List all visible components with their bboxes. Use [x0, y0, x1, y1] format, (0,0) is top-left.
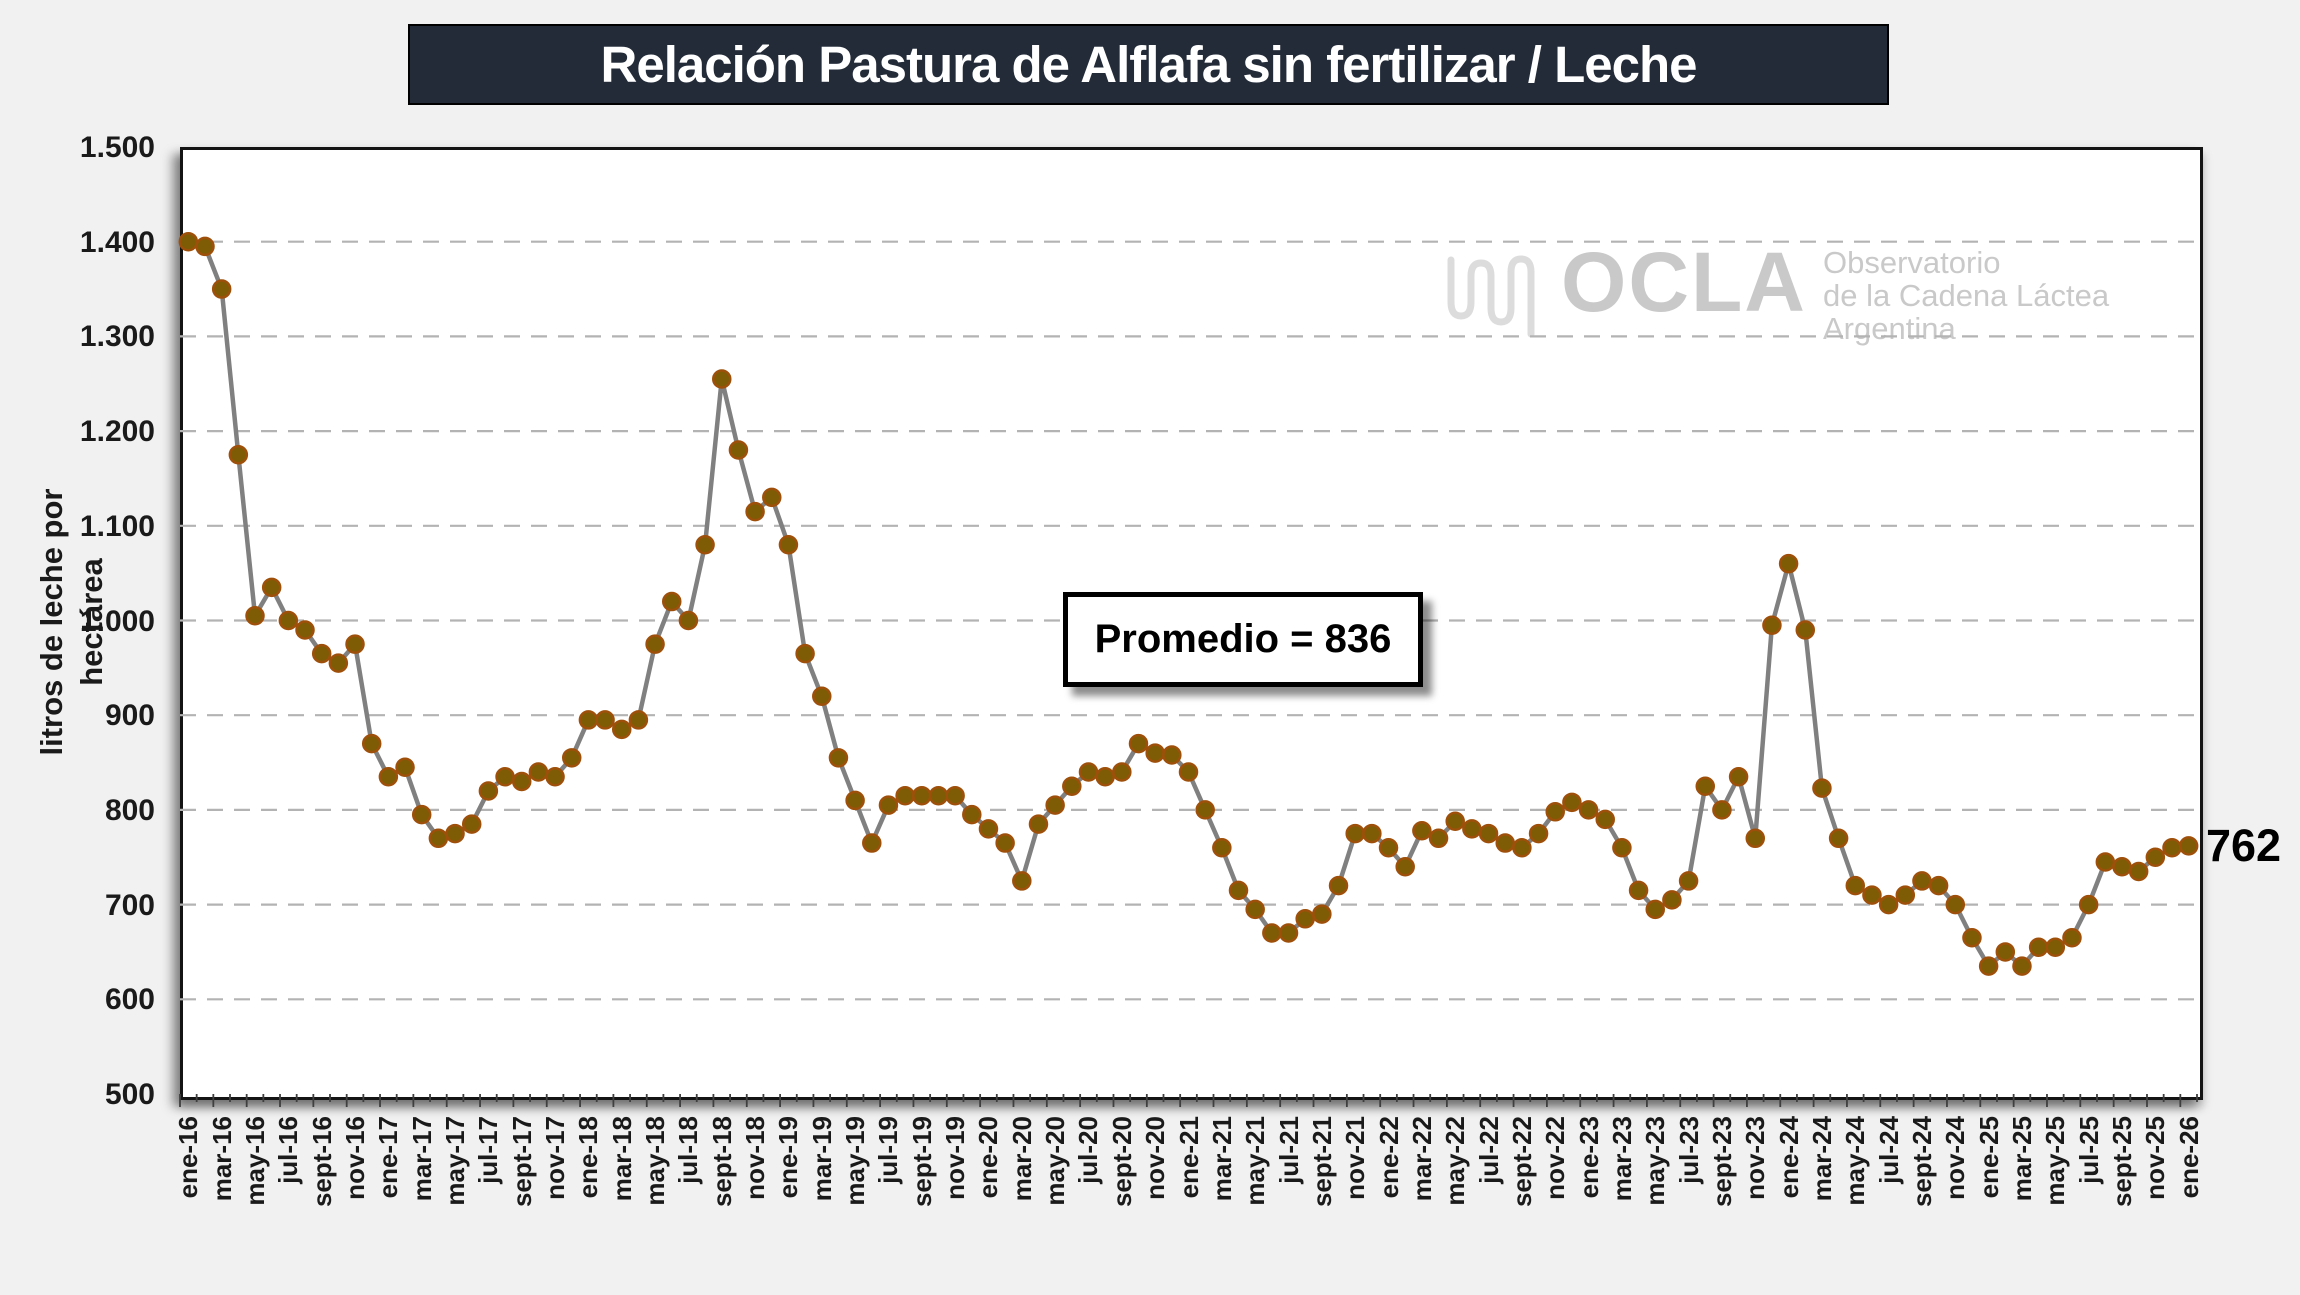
y-tick-label: 600 — [104, 983, 155, 1017]
x-tick-label: mar-17 — [406, 1116, 437, 1202]
x-tick-label: nov-21 — [1340, 1116, 1371, 1200]
x-tick-label: may-19 — [840, 1116, 871, 1206]
y-tick-label: 900 — [104, 699, 155, 733]
x-tick-label: nov-18 — [740, 1116, 771, 1200]
x-tick-label: ene-23 — [1573, 1116, 1604, 1199]
x-tick-label: may-24 — [1840, 1116, 1871, 1206]
x-tick-label: jul-24 — [1873, 1116, 1904, 1184]
x-tick-label: mar-20 — [1006, 1116, 1037, 1202]
x-tick-label: ene-21 — [1173, 1116, 1204, 1199]
y-tick-label: 1.500 — [79, 131, 155, 164]
x-tick-label: may-20 — [1040, 1116, 1071, 1206]
x-tick-label: may-22 — [1440, 1116, 1471, 1206]
y-tick-label: 700 — [104, 888, 155, 922]
ocla-logo-word: OCLA — [1561, 235, 1807, 329]
x-tick-label: sept-23 — [1706, 1116, 1737, 1208]
x-tick-label: mar-25 — [2006, 1116, 2037, 1202]
x-tick-label: ene-19 — [773, 1116, 804, 1199]
x-tick-label: nov-24 — [1940, 1116, 1971, 1200]
y-tick-label: 500 — [104, 1078, 155, 1111]
x-tick-label: mar-22 — [1406, 1116, 1437, 1202]
x-tick-label: jul-21 — [1273, 1116, 1304, 1184]
ocla-logo: OCLA Observatorio de la Cadena Láctea Ar… — [1443, 235, 2110, 346]
x-tick-label: may-23 — [1640, 1116, 1671, 1206]
x-tick-label: sept-24 — [1906, 1116, 1937, 1208]
x-tick-label: nov-16 — [340, 1116, 371, 1200]
y-tick-label: 800 — [104, 793, 155, 827]
x-tick-label: mar-24 — [1806, 1116, 1837, 1202]
x-tick-label: ene-17 — [373, 1116, 404, 1199]
x-tick-label: ene-20 — [973, 1116, 1004, 1199]
x-tick-label: sept-19 — [906, 1116, 937, 1208]
x-tick-label: mar-18 — [606, 1116, 637, 1202]
x-tick-label: nov-25 — [2140, 1116, 2171, 1200]
x-tick-label: mar-16 — [206, 1116, 237, 1202]
x-tick-label: may-18 — [640, 1116, 671, 1206]
x-tick-label: mar-19 — [806, 1116, 837, 1202]
y-tick-label: 1.100 — [79, 509, 155, 543]
y-tick-label: 1.200 — [79, 415, 155, 449]
x-tick-label: jul-17 — [473, 1116, 504, 1184]
x-tick-label: may-16 — [240, 1116, 270, 1206]
x-tick-label: jul-20 — [1073, 1116, 1104, 1184]
x-tick-label: jul-19 — [873, 1116, 904, 1184]
average-annotation-box: Promedio = 836 — [1063, 592, 1423, 687]
x-tick-label: nov-17 — [540, 1116, 571, 1200]
x-tick-label: ene-24 — [1773, 1116, 1804, 1199]
y-tick-label: 1.300 — [79, 320, 155, 354]
x-tick-label: sept-18 — [706, 1116, 737, 1208]
x-tick-label: ene-26 — [2173, 1116, 2204, 1199]
x-tick-label: jul-23 — [1673, 1116, 1704, 1184]
x-tick-label: jul-22 — [1473, 1116, 1504, 1184]
x-tick-label: sept-25 — [2106, 1116, 2137, 1208]
x-tick-label: mar-21 — [1206, 1116, 1237, 1202]
y-tick-label: 1.400 — [79, 225, 155, 259]
x-tick-label: jul-25 — [2073, 1116, 2104, 1184]
x-tick-label: nov-23 — [1740, 1116, 1771, 1200]
x-tick-label: ene-18 — [573, 1116, 604, 1199]
x-tick-label: nov-20 — [1140, 1116, 1171, 1200]
x-tick-label: sept-17 — [506, 1116, 537, 1208]
x-tick-label: sept-20 — [1106, 1116, 1137, 1208]
average-annotation-text: Promedio = 836 — [1094, 617, 1392, 661]
x-tick-label: jul-18 — [673, 1116, 704, 1184]
x-tick-label: jul-16 — [273, 1116, 304, 1184]
x-tick-label: may-21 — [1240, 1116, 1271, 1206]
milk-drip-icon — [1447, 255, 1535, 338]
x-tick-label: sept-21 — [1306, 1116, 1337, 1208]
last-value-label: 762 — [2206, 819, 2282, 871]
x-tick-label: ene-22 — [1373, 1116, 1404, 1199]
chart-title: Relación Pastura de Alflafa sin fertiliz… — [600, 36, 1698, 93]
x-tick-label: ene-25 — [1973, 1116, 2004, 1199]
x-tick-label: sept-16 — [306, 1116, 337, 1208]
x-tick-label: nov-19 — [940, 1116, 971, 1200]
ocla-logo-line3: Argentina — [1822, 311, 1956, 346]
y-tick-label: 1.000 — [79, 604, 155, 638]
x-tick-label: nov-22 — [1540, 1116, 1571, 1200]
x-tick-label: ene-16 — [173, 1116, 204, 1199]
x-tick-label: mar-23 — [1606, 1116, 1637, 1202]
x-tick-label: sept-22 — [1506, 1116, 1537, 1208]
ocla-logo-line1: Observatorio — [1822, 245, 2001, 280]
ocla-logo-line2: de la Cadena Láctea — [1822, 278, 2110, 313]
chart-title-bar: Relación Pastura de Alflafa sin fertiliz… — [408, 24, 1889, 105]
x-tick-label: may-25 — [2040, 1116, 2071, 1206]
x-tick-label: may-17 — [440, 1116, 471, 1206]
